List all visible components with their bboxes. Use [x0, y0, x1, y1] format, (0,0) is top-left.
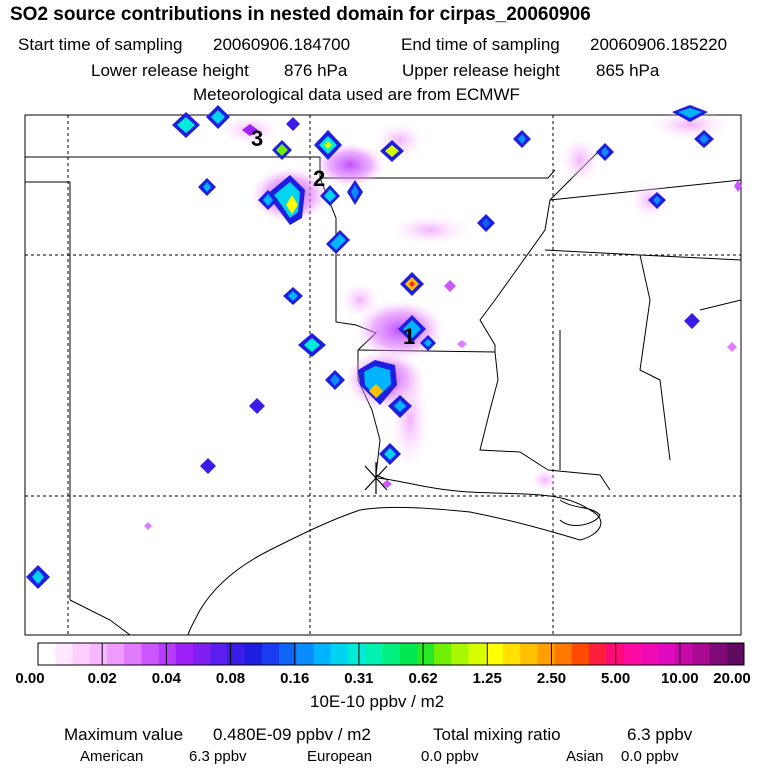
colorbar-segment [365, 643, 383, 665]
colorbar-segment [193, 643, 211, 665]
colorbar-segment [537, 643, 555, 665]
colorbar-segment [400, 643, 418, 665]
colorbar-tick-label: 5.00 [601, 670, 630, 687]
colorbar-segment [159, 643, 177, 665]
colorbar-segment [262, 643, 280, 665]
colorbar-tick-label: 0.08 [216, 670, 245, 687]
colorbar-segment [296, 643, 314, 665]
source-label-1: 1 [403, 324, 415, 349]
colorbar-segment [520, 643, 538, 665]
colorbar-segment [331, 643, 349, 665]
american-value: 6.3 ppbv [189, 748, 247, 765]
colorbar-segment [468, 643, 486, 665]
total-mixing-value: 6.3 ppbv [627, 725, 692, 745]
colorbar-segment [314, 643, 332, 665]
max-value-label: Maximum value [64, 725, 183, 745]
colorbar-segment [176, 643, 194, 665]
colorbar-segment [623, 643, 641, 665]
colorbar-segment [141, 643, 159, 665]
colorbar-segment [417, 643, 435, 665]
colorbar-tick-label: 0.16 [280, 670, 309, 687]
colorbar-segment [72, 643, 90, 665]
colorbar-segment [589, 643, 607, 665]
colorbar-tick-label: 1.25 [473, 670, 502, 687]
colorbar-segment [658, 643, 676, 665]
colorbar-tick-label: 0.62 [408, 670, 437, 687]
colorbar-segment [606, 643, 624, 665]
colorbar-tick-label: 10.00 [661, 670, 699, 687]
colorbar-segment [692, 643, 710, 665]
colorbar-tick-label: 20.00 [713, 670, 751, 687]
european-value: 0.0 ppbv [421, 748, 479, 765]
colorbar-tick-label: 0.04 [152, 670, 181, 687]
colorbar-segment [503, 643, 521, 665]
colorbar-segment [451, 643, 469, 665]
colorbar-segment [90, 643, 108, 665]
colorbar-segment [55, 643, 73, 665]
max-value: 0.480E-09 ppbv / m2 [213, 725, 371, 745]
colorbar-tick-label: 0.31 [344, 670, 373, 687]
colorbar-segment [486, 643, 504, 665]
colorbar-segment [555, 643, 573, 665]
colorbar-tick-label: 0.02 [88, 670, 117, 687]
colorbar-tick-label: 0.00 [15, 670, 44, 687]
total-mixing-label: Total mixing ratio [433, 725, 561, 745]
colorbar-units: 10E-10 ppbv / m2 [310, 692, 444, 712]
colorbar-segment [348, 643, 366, 665]
colorbar-segment [107, 643, 125, 665]
source-label-3: 3 [251, 126, 263, 151]
colorbar-tick-label: 2.50 [537, 670, 566, 687]
asian-value: 0.0 ppbv [621, 748, 679, 765]
colorbar-segment [727, 643, 745, 665]
colorbar-segment [382, 643, 400, 665]
european-label: European [307, 748, 372, 765]
source-label-2: 2 [313, 166, 325, 191]
colorbar-segment [279, 643, 297, 665]
colorbar-segment [434, 643, 452, 665]
colorbar-segment [38, 643, 56, 665]
map-canvas: 3 2 1 [0, 0, 768, 768]
colorbar-segment [572, 643, 590, 665]
colorbar-segment [210, 643, 228, 665]
colorbar-segment [675, 643, 693, 665]
colorbar-segment [245, 643, 263, 665]
colorbar [38, 643, 745, 665]
colorbar-segment [124, 643, 142, 665]
colorbar-segment [710, 643, 728, 665]
colorbar-segment [641, 643, 659, 665]
asian-label: Asian [566, 748, 604, 765]
american-label: American [80, 748, 143, 765]
